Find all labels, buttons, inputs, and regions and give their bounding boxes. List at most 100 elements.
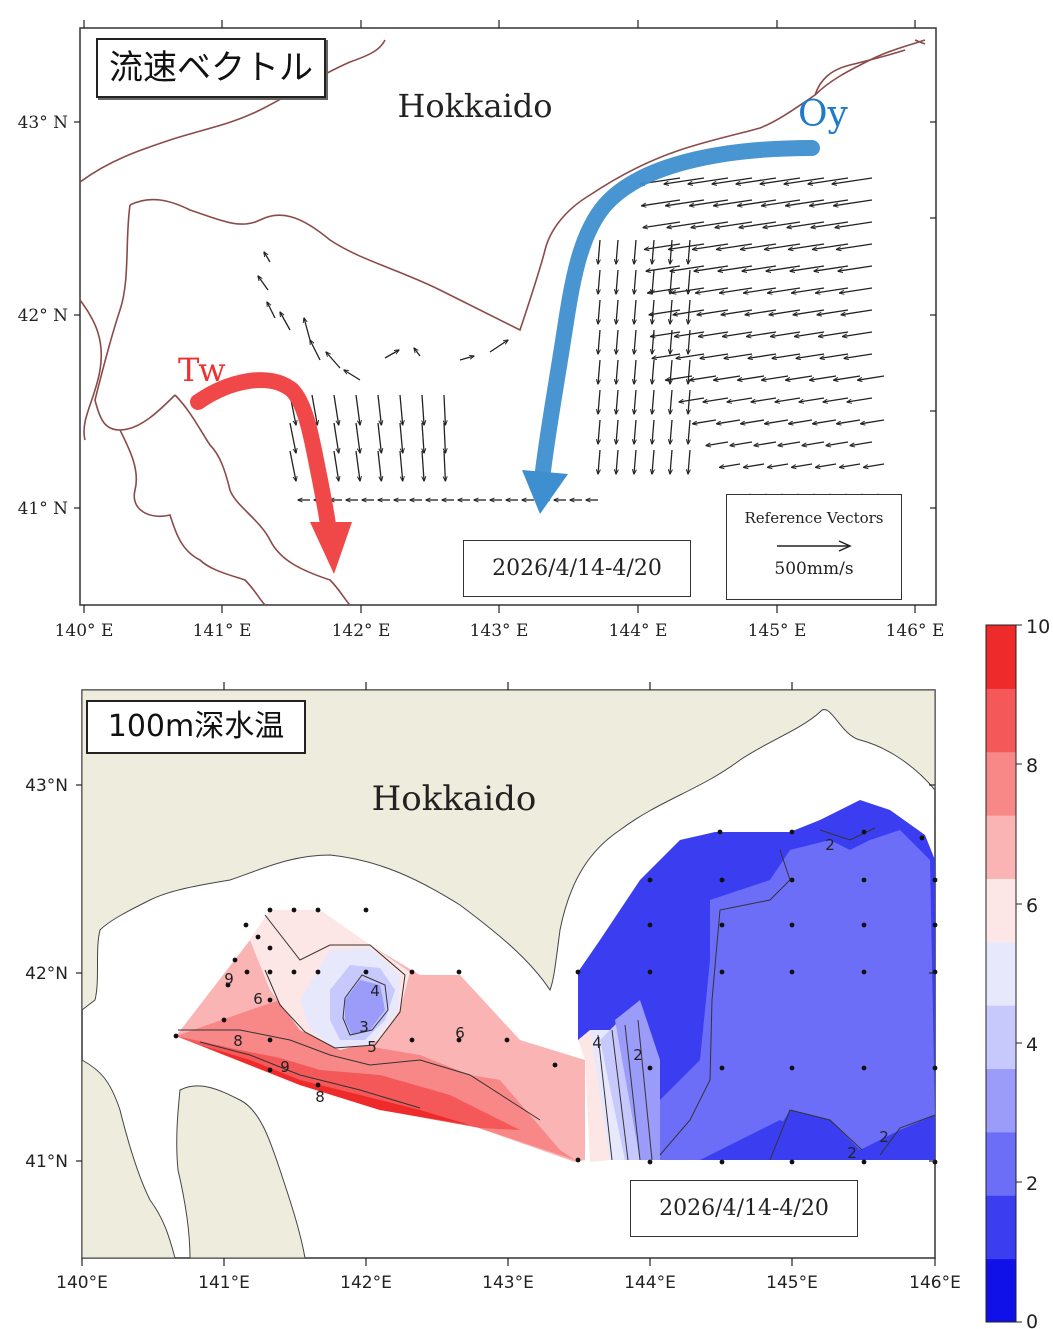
- station-point: [919, 835, 925, 841]
- station-point: [719, 1065, 725, 1071]
- velocity-vector: [838, 265, 873, 271]
- contour-label: 9: [280, 1058, 290, 1076]
- panel1-lat-label: 43° N: [18, 113, 69, 133]
- velocity-vector: [814, 265, 849, 271]
- velocity-vector: [355, 394, 360, 425]
- velocity-vector: [747, 331, 777, 337]
- contour-label: 8: [315, 1088, 325, 1106]
- panel2-lat-label: 41°N: [25, 1152, 68, 1172]
- colorbar-segment: [986, 941, 1016, 1006]
- velocity-vector: [745, 309, 777, 315]
- contour-label: 2: [825, 836, 835, 854]
- panel1-ticks: [74, 20, 936, 613]
- velocity-vector: [444, 450, 445, 481]
- station-point: [267, 907, 273, 913]
- velocity-vector: [634, 329, 636, 354]
- panel2-lon-label: 143°E: [482, 1273, 534, 1293]
- velocity-vector: [326, 352, 341, 369]
- velocity-vector: [693, 243, 729, 249]
- velocity-vector: [765, 419, 789, 424]
- velocity-vector: [762, 199, 801, 206]
- velocity-vector: [688, 359, 690, 384]
- station-point: [267, 969, 273, 975]
- velocity-vector: [792, 287, 825, 293]
- velocity-vector: [355, 422, 360, 453]
- velocity-vector: [802, 441, 825, 446]
- reference-vector-scale: 500mm/s: [774, 559, 854, 579]
- velocity-vector: [694, 265, 729, 271]
- velocity-vector: [264, 252, 271, 263]
- station-point: [719, 877, 725, 883]
- velocity-vector: [634, 299, 636, 324]
- velocity-vector: [598, 239, 600, 264]
- velocity-vector: [634, 449, 636, 474]
- panel1-lon-label: 141° E: [193, 621, 252, 641]
- station-point: [789, 922, 795, 928]
- velocity-vector: [676, 353, 705, 358]
- panel1-lon-label: 144° E: [609, 621, 668, 641]
- panel1-lon-label: 143° E: [470, 621, 529, 641]
- velocity-vector: [760, 177, 801, 184]
- contour-label: 3: [359, 1018, 369, 1036]
- velocity-vector: [739, 221, 777, 228]
- station-point: [267, 1037, 273, 1043]
- velocity-vector: [280, 312, 291, 331]
- velocity-vector: [670, 239, 672, 264]
- velocity-vector: [616, 419, 618, 444]
- velocity-vector: [652, 239, 654, 264]
- velocity-vector: [844, 353, 873, 358]
- velocity-vector: [645, 243, 681, 249]
- velocity-vector: [813, 419, 837, 424]
- colorbar-segment: [986, 688, 1016, 753]
- velocity-vector: [634, 389, 636, 414]
- velocity-vector: [652, 353, 681, 358]
- station-point: [315, 969, 321, 975]
- station-point: [504, 1037, 510, 1043]
- panel2-title: 100m深水温: [86, 700, 306, 754]
- panel2-date-label: 2026/4/14-4/20: [630, 1180, 858, 1237]
- velocity-vector: [840, 463, 861, 467]
- station-point: [717, 829, 723, 835]
- velocity-vector: [714, 375, 741, 380]
- velocity-vector: [789, 419, 813, 424]
- velocity-vector: [333, 450, 339, 481]
- velocity-vector: [819, 331, 849, 337]
- oy-current-label: Oy: [798, 94, 849, 135]
- velocity-vector: [811, 221, 849, 228]
- velocity-vector: [646, 265, 681, 271]
- station-point: [315, 907, 321, 913]
- velocity-vector: [598, 449, 600, 474]
- velocity-vector: [792, 463, 813, 467]
- velocity-vector: [670, 265, 705, 271]
- velocity-vector: [840, 287, 873, 293]
- velocity-vector: [258, 276, 269, 291]
- velocity-vector: [751, 397, 777, 402]
- oy-current-arrow: [522, 140, 820, 514]
- velocity-vector: [679, 397, 705, 402]
- velocity-vector: [742, 265, 777, 271]
- velocity-vector: [744, 287, 777, 293]
- colorbar-segment: [986, 751, 1016, 816]
- velocity-vector: [717, 419, 741, 424]
- station-point: [243, 922, 249, 928]
- velocity-vector: [771, 331, 801, 337]
- velocity-vector: [598, 389, 600, 414]
- velocity-vector: [643, 221, 681, 228]
- velocity-vector: [634, 239, 636, 264]
- velocity-vector: [765, 243, 801, 249]
- velocity-vector: [670, 299, 672, 324]
- velocity-vector: [642, 199, 681, 206]
- velocity-vector: [688, 299, 690, 324]
- velocity-vector: [799, 397, 825, 402]
- colorbar-tick-label: 4: [1026, 1034, 1038, 1056]
- station-point: [932, 1065, 938, 1071]
- velocity-vector: [768, 287, 801, 293]
- velocity-vector: [598, 419, 600, 444]
- velocity-vector: [727, 397, 753, 402]
- velocity-vector: [790, 265, 825, 271]
- station-point: [244, 969, 250, 975]
- panel1-coastline: [79, 39, 926, 606]
- velocity-vector: [688, 269, 690, 294]
- velocity-vector: [414, 348, 421, 357]
- velocity-vector: [696, 287, 729, 293]
